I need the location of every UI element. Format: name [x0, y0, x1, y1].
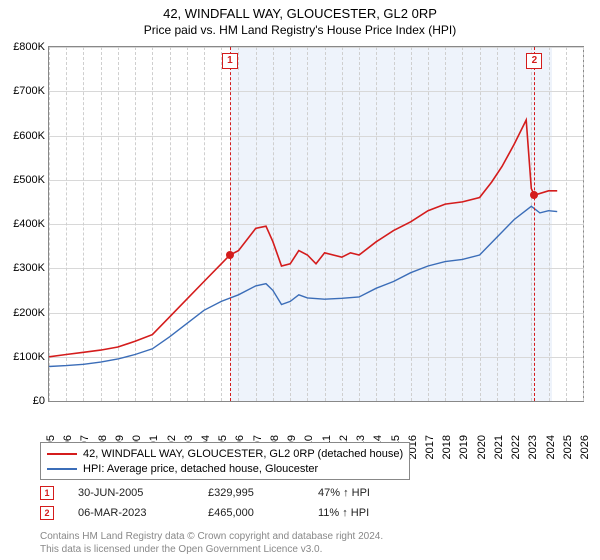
chart-title: 42, WINDFALL WAY, GLOUCESTER, GL2 0RP [0, 0, 600, 21]
legend-swatch [47, 453, 77, 455]
legend-row: HPI: Average price, detached house, Glou… [47, 461, 403, 476]
y-axis-label: £500K [13, 174, 45, 186]
legend: 42, WINDFALL WAY, GLOUCESTER, GL2 0RP (d… [40, 442, 410, 480]
series-line [49, 206, 557, 366]
footer-attribution: Contains HM Land Registry data © Crown c… [40, 531, 383, 556]
gridline-vertical [583, 47, 584, 401]
x-axis-label: 2017 [424, 435, 436, 459]
sale-row-marker: 1 [40, 486, 54, 500]
footer-line2: This data is licensed under the Open Gov… [40, 544, 383, 557]
y-axis-label: £800K [13, 41, 45, 53]
chart-plot-area: £0£100K£200K£300K£400K£500K£600K£700K£80… [48, 46, 584, 402]
legend-label: 42, WINDFALL WAY, GLOUCESTER, GL2 0RP (d… [83, 448, 403, 460]
sale-marker-box: 2 [526, 53, 542, 69]
y-axis-label: £100K [13, 351, 45, 363]
legend-label: HPI: Average price, detached house, Glou… [83, 463, 318, 475]
x-axis-label: 2022 [510, 435, 522, 459]
sale-date: 30-JUN-2005 [78, 487, 208, 499]
y-axis-label: £700K [13, 85, 45, 97]
x-axis-label: 2024 [545, 435, 557, 459]
legend-row: 42, WINDFALL WAY, GLOUCESTER, GL2 0RP (d… [47, 446, 403, 461]
y-axis-label: £200K [13, 307, 45, 319]
y-axis-label: £400K [13, 218, 45, 230]
sale-row: 2 06-MAR-2023£465,00011% ↑ HPI [40, 506, 408, 520]
y-axis-label: £300K [13, 262, 45, 274]
sale-point [530, 191, 538, 199]
sale-marker-line [230, 47, 231, 401]
sale-pct: 47% ↑ HPI [318, 487, 408, 499]
x-axis-label: 2026 [579, 435, 591, 459]
x-axis-label: 2021 [493, 435, 505, 459]
y-axis-label: £600K [13, 130, 45, 142]
x-axis-label: 2020 [476, 435, 488, 459]
x-axis-label: 2018 [441, 435, 453, 459]
chart-lines [49, 47, 583, 401]
sale-price: £465,000 [208, 507, 318, 519]
x-axis-label: 2023 [527, 435, 539, 459]
x-axis-label: 2019 [458, 435, 470, 459]
sale-date: 06-MAR-2023 [78, 507, 208, 519]
sale-row: 1 30-JUN-2005£329,99547% ↑ HPI [40, 486, 408, 500]
sale-marker-line [534, 47, 535, 401]
x-axis-label: 2025 [562, 435, 574, 459]
sale-row-marker: 2 [40, 506, 54, 520]
legend-swatch [47, 468, 77, 470]
chart-container: 42, WINDFALL WAY, GLOUCESTER, GL2 0RP Pr… [0, 0, 600, 560]
sale-point [226, 251, 234, 259]
footer-line1: Contains HM Land Registry data © Crown c… [40, 531, 383, 544]
sale-price: £329,995 [208, 487, 318, 499]
chart-subtitle: Price paid vs. HM Land Registry's House … [0, 21, 600, 37]
sale-marker-box: 1 [222, 53, 238, 69]
sale-pct: 11% ↑ HPI [318, 507, 408, 519]
y-axis-label: £0 [33, 395, 45, 407]
series-line [49, 120, 557, 357]
